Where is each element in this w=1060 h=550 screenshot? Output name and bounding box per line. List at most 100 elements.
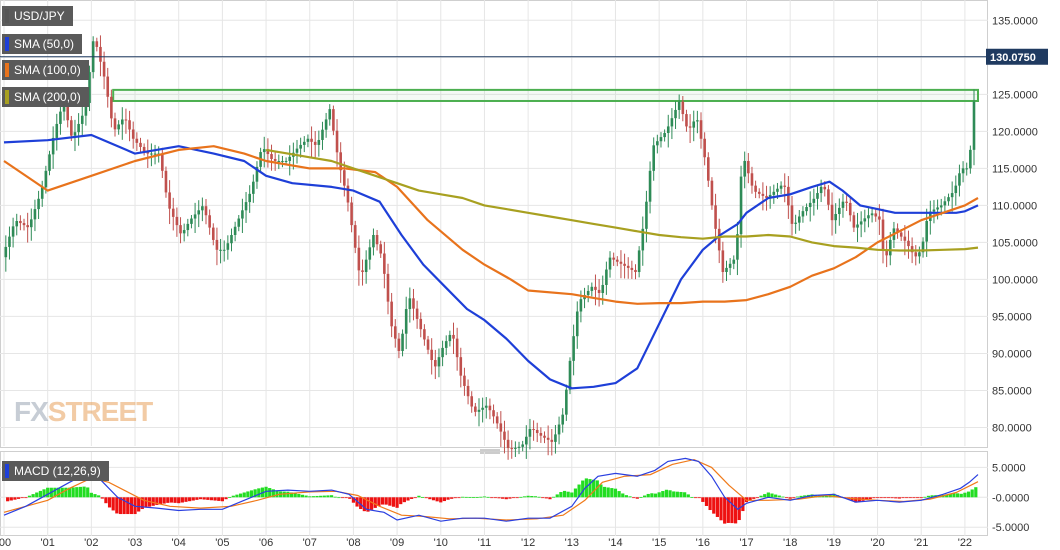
legend-sma-50[interactable]: SMA (50,0) — [2, 34, 83, 54]
macd-histogram-bar — [821, 495, 825, 498]
candle-body — [197, 210, 201, 215]
candle-body — [430, 349, 433, 361]
macd-histogram-bar — [144, 497, 148, 508]
macd-histogram-bar — [490, 497, 494, 499]
macd-histogram-bar — [511, 497, 516, 499]
macd-histogram-bar — [803, 495, 807, 498]
candle-body — [666, 126, 670, 133]
macd-histogram-bar — [646, 493, 650, 498]
candle-body — [808, 202, 812, 208]
macd-histogram-bar — [901, 497, 905, 499]
macd-histogram-bar — [209, 497, 214, 501]
macd-histogram-bar — [526, 495, 530, 498]
macd-histogram-bar — [726, 497, 730, 523]
macd-histogram-bar — [814, 494, 818, 498]
macd-histogram-bar — [93, 494, 97, 498]
macd-histogram-bar — [497, 497, 501, 499]
candle-body — [281, 160, 284, 162]
macd-histogram-bar — [963, 492, 967, 498]
candle-body — [248, 193, 251, 203]
legend-sma-200[interactable]: SMA (200,0) — [2, 87, 89, 107]
macd-histogram-bar — [501, 497, 505, 499]
candle-body — [401, 333, 404, 351]
macd-histogram-bar — [118, 497, 123, 515]
candle-body — [812, 198, 816, 203]
macd-histogram-bar — [235, 494, 239, 498]
macd-histogram-bar — [151, 497, 155, 506]
macd-histogram-bar — [966, 491, 971, 498]
candle-body — [310, 138, 313, 142]
candle-body — [750, 173, 754, 186]
macd-histogram-bar — [370, 497, 374, 510]
candle-body — [190, 218, 193, 224]
macd-histogram-bar — [228, 497, 232, 498]
macd-histogram-bar — [508, 497, 512, 499]
candle-body — [830, 204, 834, 221]
macd-histogram-bar — [479, 496, 483, 498]
candle-body — [452, 334, 455, 339]
candle-body — [885, 249, 888, 256]
candle-body — [77, 123, 80, 133]
macd-histogram-bar — [286, 491, 290, 498]
macd-grid — [0, 449, 988, 536]
macd-histogram-bar — [970, 489, 974, 498]
macd-signal-line — [3, 458, 979, 521]
candle-body — [55, 123, 59, 138]
candle-body — [936, 207, 939, 210]
macd-histogram-bar — [784, 497, 789, 499]
candle-body — [495, 416, 499, 424]
candle-body — [106, 76, 110, 97]
macd-histogram-bar — [956, 493, 960, 498]
candle-body — [175, 216, 179, 226]
macd-histogram-bar — [522, 496, 527, 498]
macd-histogram-bar — [890, 497, 894, 499]
candle-body — [88, 72, 91, 103]
sma-line — [3, 133, 979, 390]
macd-histogram-bar — [948, 493, 952, 498]
macd-histogram-bar — [697, 497, 701, 499]
candle-body — [918, 252, 921, 257]
candle-body — [710, 180, 714, 206]
candle-body — [739, 176, 743, 235]
macd-histogram-bar — [344, 497, 348, 499]
macd-histogram-bar — [359, 497, 363, 510]
macd-histogram-bar — [9, 497, 13, 501]
y-tick-label: 135.0000 — [992, 15, 1038, 27]
candle-body — [575, 311, 579, 337]
candle-body — [288, 156, 292, 161]
macd-histogram-bar — [759, 495, 763, 498]
macd-histogram-bar — [217, 497, 221, 501]
legend-usdjpy[interactable]: USD/JPY — [2, 6, 73, 26]
candle-body — [466, 385, 470, 397]
x-tick-label: '00 — [0, 537, 11, 549]
macd-histogram-bar — [53, 487, 57, 498]
macd-histogram-bar — [741, 497, 745, 512]
candle-body — [670, 118, 674, 127]
macd-histogram-bar — [952, 493, 956, 498]
macd-histogram-bar — [974, 487, 978, 498]
legend-sma-100[interactable]: SMA (100,0) — [2, 60, 89, 80]
legend-macd[interactable]: MACD (12,26,9) — [2, 461, 109, 481]
macd-histogram-bar — [919, 497, 923, 499]
candle-body — [939, 205, 943, 208]
candle-body — [645, 201, 648, 229]
candle-body — [179, 225, 182, 234]
macd-histogram-bar — [824, 495, 829, 498]
candle-body — [335, 130, 339, 153]
candle-body — [958, 173, 961, 186]
macd-histogram-bar — [515, 497, 519, 499]
candle-body — [230, 234, 233, 244]
macd-histogram-bar — [792, 497, 796, 499]
candle-body — [182, 230, 186, 234]
macd-histogram-bar — [428, 497, 432, 500]
macd-histogram-bar — [668, 490, 672, 498]
macd-histogram-bar — [464, 496, 468, 498]
candle-body — [823, 186, 827, 190]
candle-body — [681, 101, 685, 115]
candle-body — [80, 115, 84, 124]
candle-body — [142, 146, 146, 152]
candle-body — [11, 226, 15, 237]
x-tick-label: '02 — [84, 537, 98, 549]
macd-histogram-bar — [930, 495, 934, 498]
candle-body — [164, 170, 168, 193]
